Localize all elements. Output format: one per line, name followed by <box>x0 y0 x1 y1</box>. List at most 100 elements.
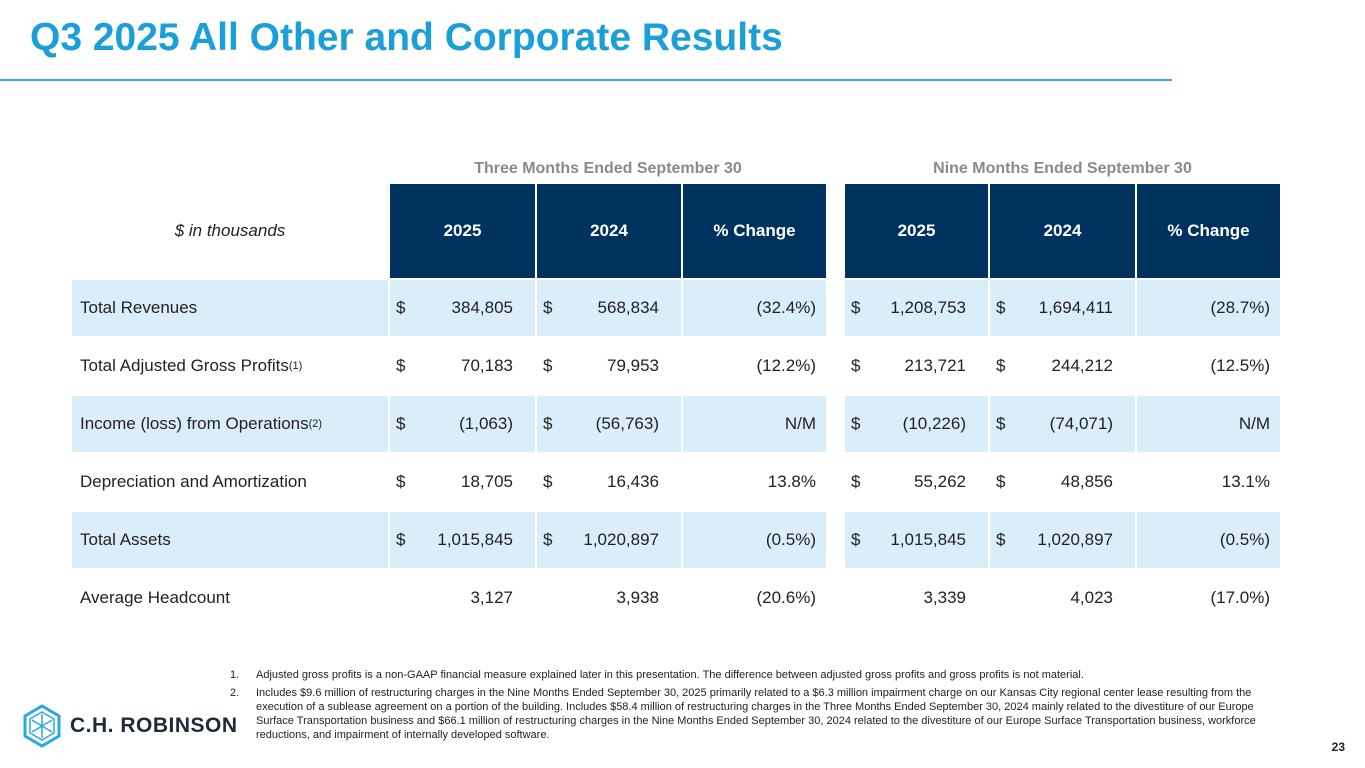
value-cell: 3,127 <box>390 570 535 626</box>
cell-value: (12.5%) <box>1210 356 1270 375</box>
currency-symbol: $ <box>996 298 1006 317</box>
company-logo: C.H. ROBINSON <box>22 704 238 748</box>
value-cell: $55,262 <box>845 454 988 510</box>
row-label: Total Assets <box>72 512 388 568</box>
currency-symbol: $ <box>851 530 861 549</box>
footnote-number: 1. <box>230 669 240 681</box>
cell-value: (17.0%) <box>1210 588 1270 607</box>
column-header: 2024 <box>990 184 1135 278</box>
currency-symbol: $ <box>396 356 406 375</box>
column-header: % Change <box>1137 184 1280 278</box>
cell-value: 1,015,845 <box>890 530 966 549</box>
value-cell: 4,023 <box>990 570 1135 626</box>
value-cell: $1,020,897 <box>537 512 681 568</box>
value-cell: $244,212 <box>990 338 1135 394</box>
percent-change-cell: (17.0%) <box>1137 570 1280 626</box>
nine-months-header: Nine Months Ended September 30 <box>933 160 1192 177</box>
cell-value: 16,436 <box>607 472 659 491</box>
cell-value: (28.7%) <box>1210 298 1270 317</box>
cell-value: (56,763) <box>595 414 659 433</box>
percent-change-cell: N/M <box>683 396 826 452</box>
currency-symbol: $ <box>996 530 1006 549</box>
cell-value: 70,183 <box>461 356 513 375</box>
footnote-text: Includes $9.6 million of restructuring c… <box>256 687 1256 741</box>
percent-change-cell: (0.5%) <box>1137 512 1280 568</box>
cell-value: 3,339 <box>923 588 966 607</box>
cell-value: 384,805 <box>451 298 513 317</box>
cell-value: (0.5%) <box>765 530 816 549</box>
percent-change-cell: (20.6%) <box>683 570 826 626</box>
cell-value: 13.8% <box>767 472 816 491</box>
row-label: Average Headcount <box>72 570 388 626</box>
cube-logo-icon <box>23 704 61 748</box>
currency-symbol: $ <box>851 414 861 433</box>
currency-symbol: $ <box>996 414 1006 433</box>
row-label-text: Total Adjusted Gross Profits <box>80 356 289 375</box>
row-label: Income (loss) from Operations (2) <box>72 396 388 452</box>
cell-value: 1,208,753 <box>890 298 966 317</box>
value-cell: $1,694,411 <box>990 280 1135 336</box>
value-cell: $18,705 <box>390 454 535 510</box>
currency-symbol: $ <box>396 298 406 317</box>
three-months-header: Three Months Ended September 30 <box>474 160 742 177</box>
cell-value: (12.2%) <box>756 356 816 375</box>
value-cell: $1,208,753 <box>845 280 988 336</box>
cell-value: (10,226) <box>902 414 966 433</box>
value-cell: $48,856 <box>990 454 1135 510</box>
percent-change-cell: (32.4%) <box>683 280 826 336</box>
cell-value: (1,063) <box>459 414 513 433</box>
currency-symbol: $ <box>851 298 861 317</box>
value-cell: $79,953 <box>537 338 681 394</box>
title-divider <box>0 79 1172 81</box>
cell-value: 79,953 <box>607 356 659 375</box>
footnote-1: 1. Adjusted gross profits is a non-GAAP f… <box>230 668 1280 682</box>
cell-value: N/M <box>1238 414 1270 433</box>
page-number: 23 <box>1331 740 1345 754</box>
cell-value: 1,020,897 <box>583 530 659 549</box>
currency-symbol: $ <box>996 472 1006 491</box>
row-label-text: Total Assets <box>80 530 171 549</box>
percent-change-cell: 13.8% <box>683 454 826 510</box>
table-row: Depreciation and Amortization $18,705 $16,… <box>72 454 1280 510</box>
cell-value: 48,856 <box>1061 472 1113 491</box>
footnote-ref: (1) <box>288 360 303 372</box>
table-row: Average Headcount 3,127 3,938 (20.6%) 3,339 4… <box>72 570 1280 626</box>
row-label: Depreciation and Amortization <box>72 454 388 510</box>
value-cell: $384,805 <box>390 280 535 336</box>
currency-symbol: $ <box>543 298 553 317</box>
table-row: Total Revenues $384,805 $568,834 (32.4%) $1,… <box>72 280 1280 336</box>
logo-text: C.H. ROBINSON <box>70 714 238 737</box>
value-cell: $ (1,063) <box>390 396 535 452</box>
row-label-text: Total Revenues <box>80 298 198 317</box>
value-cell: $1,015,845 <box>390 512 535 568</box>
footnote-2: 2. Includes $9.6 million of restructuring… <box>230 686 1280 742</box>
currency-symbol: $ <box>851 472 861 491</box>
cell-value: (32.4%) <box>756 298 816 317</box>
cell-value: 3,938 <box>616 588 659 607</box>
value-cell: $ (56,763) <box>537 396 681 452</box>
value-cell: $1,020,897 <box>990 512 1135 568</box>
value-cell: $213,721 <box>845 338 988 394</box>
value-cell: $1,015,845 <box>845 512 988 568</box>
unit-label: $ in thousands <box>174 221 286 240</box>
cell-value: 13.1% <box>1221 472 1270 491</box>
row-label-text: Average Headcount <box>80 588 230 607</box>
table-row: Income (loss) from Operations (2) $ (1,063)… <box>72 396 1280 452</box>
value-cell: $70,183 <box>390 338 535 394</box>
currency-symbol: $ <box>543 472 553 491</box>
cell-value: 1,020,897 <box>1037 530 1113 549</box>
cell-value: 55,262 <box>914 472 966 491</box>
table-row: Total Assets $1,015,845 $1,020,897 (0.5%) $1… <box>72 512 1280 568</box>
cell-value: (0.5%) <box>1219 530 1270 549</box>
value-cell: $ (74,071) <box>990 396 1135 452</box>
cell-value: 1,694,411 <box>1038 298 1113 317</box>
row-label-text: Depreciation and Amortization <box>80 472 307 491</box>
currency-symbol: $ <box>543 530 553 549</box>
row-label: Total Revenues <box>72 280 388 336</box>
column-header: % Change <box>683 184 826 278</box>
column-header: 2025 <box>845 184 988 278</box>
percent-change-cell: (28.7%) <box>1137 280 1280 336</box>
value-cell: 3,938 <box>537 570 681 626</box>
currency-symbol: $ <box>396 530 406 549</box>
column-header: 2024 <box>537 184 681 278</box>
